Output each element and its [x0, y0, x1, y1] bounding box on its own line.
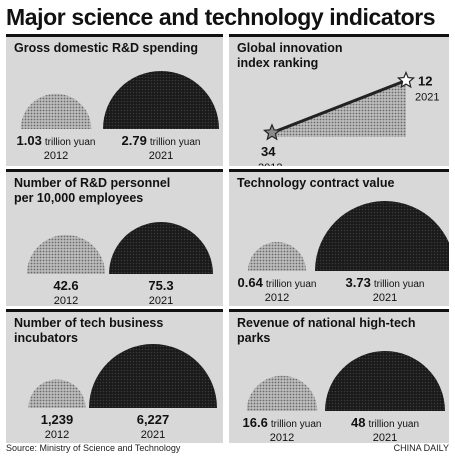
data-label-2021: 2.79 trillion yuan	[122, 133, 201, 148]
ranking-line	[271, 79, 407, 135]
category-label-2021: 2021	[149, 295, 173, 306]
source-note: Source: Ministry of Science and Technolo…	[6, 443, 181, 453]
category-label-2021: 2021	[373, 292, 397, 304]
semicircle-2012	[246, 375, 318, 411]
innovation-index-chart: 34 2012 12 2021	[258, 70, 439, 166]
data-label-2012: 1.03 trillion yuan	[17, 133, 96, 148]
panel-tech-contract: Technology contract value 0.64 trillion y…	[229, 169, 449, 306]
rd-spending-chart: 1.03 trillion yuan 2012 2.79 trillion yuan 20…	[17, 71, 219, 162]
panel-title: Number of R&D personnel per 10,000 emplo…	[14, 176, 171, 205]
semicircle-2021	[315, 201, 449, 271]
semicircle-2021	[325, 351, 445, 411]
hightech-parks-chart: 16.6 trillion yuan 2012 48 trillion yuan 2021	[243, 351, 445, 443]
panel-title: Number of tech business incubators	[14, 316, 164, 345]
semicircle-2012	[26, 234, 106, 274]
data-label-2012: 0.64 trillion yuan	[238, 275, 317, 290]
data-label-2012: 34	[261, 144, 276, 159]
credit: CHINA DAILY	[393, 443, 449, 453]
semicircle-2012	[248, 242, 306, 271]
category-label-2012: 2012	[54, 295, 78, 306]
data-label-2021: 6,227	[137, 412, 170, 427]
panel-title: Global innovation index ranking	[237, 41, 343, 70]
incubators-chart: 1,239 2012 6,227 2021	[28, 344, 217, 441]
semicircle-2012	[20, 93, 92, 129]
category-label-2021: 2021	[415, 92, 439, 104]
panel-hightech-parks: Revenue of national high-tech parks 16.6…	[229, 309, 449, 443]
data-label-2021: 12	[418, 74, 432, 89]
category-label-2012: 2012	[265, 292, 289, 304]
panel-title: Revenue of national high-tech parks	[237, 316, 416, 345]
data-label-2012: 16.6 trillion yuan	[243, 415, 322, 430]
semicircle-2021	[109, 222, 213, 274]
category-label-2012: 2012	[258, 162, 282, 166]
tech-contract-chart: 0.64 trillion yuan 2012 3.73 trillion yuan 20…	[238, 201, 449, 304]
panel-title: Gross domestic R&D spending	[14, 41, 199, 55]
data-label-2021: 48 trillion yuan	[351, 415, 419, 430]
star-marker-2021	[396, 70, 416, 89]
data-label-2021: 75.3	[148, 278, 173, 293]
data-label-2012: 1,239	[41, 412, 74, 427]
data-label-2012: 42.6	[53, 278, 78, 293]
category-label-2012: 2012	[45, 429, 69, 441]
page-title: Major science and technology indicators	[6, 4, 436, 30]
panel-title: Technology contract value	[237, 176, 395, 190]
panel-incubators: Number of tech business incubators 1,239…	[6, 309, 223, 443]
category-label-2021: 2021	[373, 432, 397, 443]
panel-innovation-index: Global innovation index ranking 34 2012 12…	[229, 34, 449, 166]
panel-rd-personnel: Number of R&D personnel per 10,000 emplo…	[6, 169, 223, 306]
semicircle-2021	[103, 71, 219, 129]
rd-personnel-chart: 42.6 2012 75.3 2021	[26, 222, 213, 306]
data-label-2021: 3.73 trillion yuan	[346, 275, 425, 290]
category-label-2021: 2021	[141, 429, 165, 441]
category-label-2021: 2021	[149, 150, 173, 162]
panel-rd-spending: Gross domestic R&D spending 1.03 trillion…	[6, 34, 223, 166]
star-marker-2012	[262, 123, 282, 141]
semicircle-2012	[28, 379, 86, 408]
semicircle-2021	[89, 344, 217, 408]
category-label-2012: 2012	[270, 432, 294, 443]
category-label-2012: 2012	[44, 150, 68, 162]
